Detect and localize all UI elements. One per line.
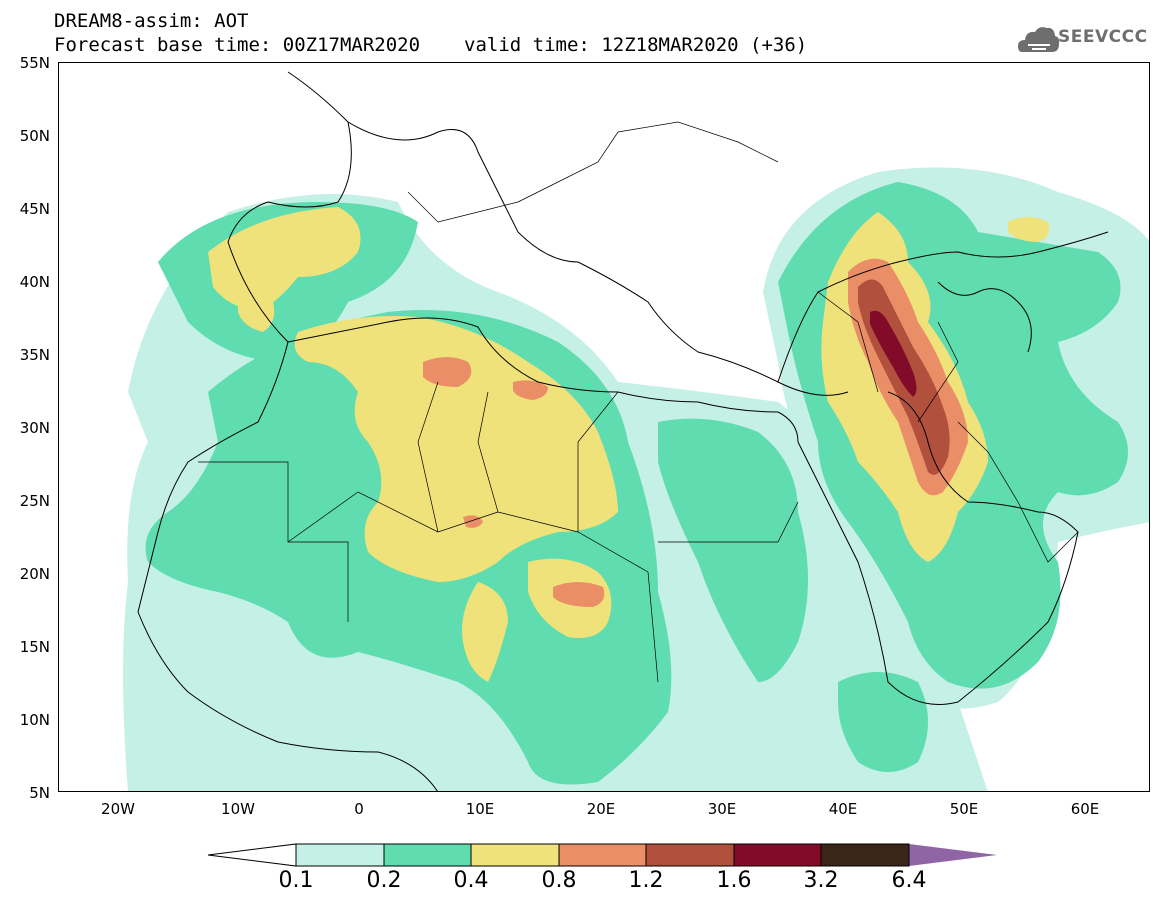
colorbar-swatch — [559, 844, 646, 866]
valid-time: valid time: 12Z18MAR2020 (+36) — [464, 34, 808, 56]
lon-label: 10W — [221, 800, 255, 818]
lat-label: 40N — [19, 273, 50, 291]
forecast-times: Forecast base time: 00Z17MAR2020 valid ti… — [54, 34, 807, 56]
lon-label: 0 — [354, 800, 364, 818]
aot-level-6 — [870, 310, 917, 397]
lon-label: 30E — [707, 800, 737, 818]
cloud-icon — [1018, 27, 1060, 52]
lat-label: 30N — [19, 419, 50, 437]
colorbar-label: 0.2 — [366, 868, 402, 893]
lat-label: 10N — [19, 711, 50, 729]
coastline — [137, 71, 1109, 792]
colorbar-label: 0.1 — [278, 868, 314, 893]
lat-label: 5N — [29, 784, 50, 802]
lat-label: 45N — [19, 200, 50, 218]
lon-label: 20W — [101, 800, 135, 818]
map-frame — [58, 62, 1150, 792]
lon-label: 20E — [586, 800, 616, 818]
colorbar-high-arrow — [909, 844, 997, 866]
colorbar-swatch — [384, 844, 471, 866]
colorbar-swatch — [821, 844, 909, 866]
colorbar-label: 1.6 — [716, 868, 752, 893]
colorbar-label: 6.4 — [891, 868, 927, 893]
lat-label: 35N — [19, 346, 50, 364]
country-borders — [198, 121, 1079, 683]
colorbar-swatch — [296, 844, 384, 866]
lon-label: 50E — [949, 800, 979, 818]
colorbar-label: 0.4 — [453, 868, 489, 893]
colorbar-swatch — [734, 844, 821, 866]
lon-label: 10E — [465, 800, 495, 818]
lon-label: 40E — [828, 800, 858, 818]
logo-text: SEEVCCC — [1058, 27, 1148, 47]
lat-label: 50N — [19, 127, 50, 145]
lat-label: 25N — [19, 492, 50, 510]
colorbar-label: 3.2 — [803, 868, 839, 893]
colorbar-low-arrow — [207, 843, 297, 867]
lat-label: 55N — [19, 54, 50, 72]
colorbar-swatch — [646, 844, 734, 866]
colorbar-label: 1.2 — [628, 868, 664, 893]
colorbar-swatch — [471, 844, 559, 866]
aot-map — [58, 62, 1150, 792]
lon-label: 60E — [1070, 800, 1100, 818]
lat-label: 15N — [19, 638, 50, 656]
map-title: DREAM8-assim: AOT — [54, 10, 249, 32]
base-time: Forecast base time: 00Z17MAR2020 — [54, 34, 421, 56]
lat-label: 20N — [19, 565, 50, 583]
colorbar-label: 0.8 — [541, 868, 577, 893]
